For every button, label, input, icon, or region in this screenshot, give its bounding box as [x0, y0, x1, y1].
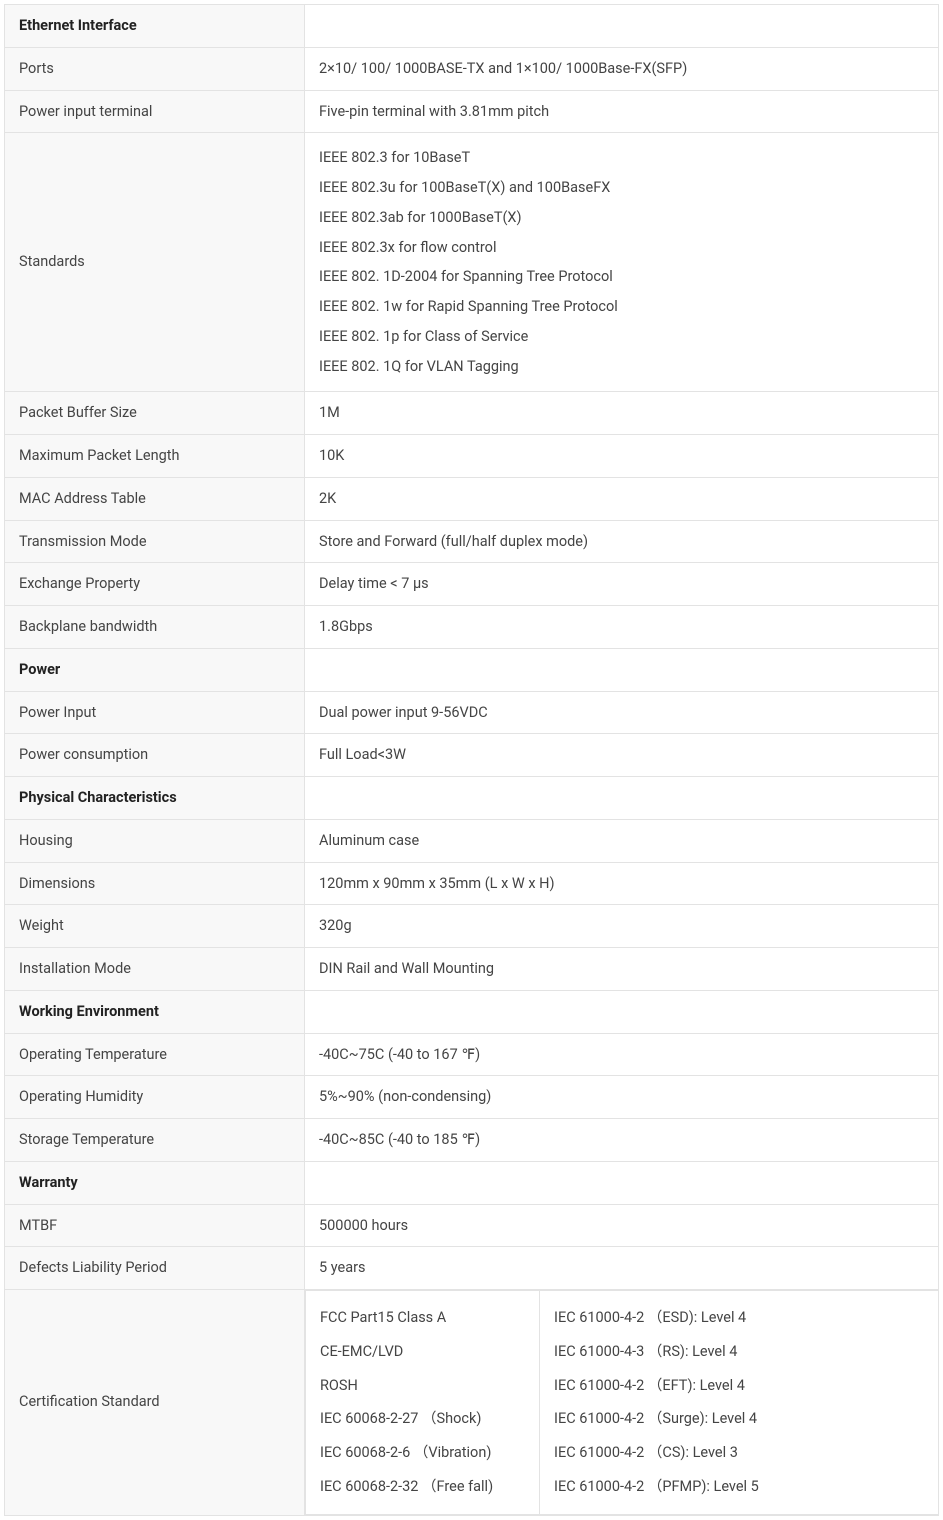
- cert-right-line: IEC 61000-4-2 （PFMP): Level 5: [554, 1470, 924, 1504]
- row-label: Housing: [5, 819, 305, 862]
- table-row: HousingAluminum case: [5, 819, 939, 862]
- row-label: MTBF: [5, 1204, 305, 1247]
- table-row: Dimensions120mm x 90mm x 35mm (L x W x H…: [5, 862, 939, 905]
- row-value: 320g: [305, 905, 939, 948]
- row-value: 1.8Gbps: [305, 606, 939, 649]
- row-label: Weight: [5, 905, 305, 948]
- row-label: Packet Buffer Size: [5, 392, 305, 435]
- cert-left-line: IEC 60068-2-32 （Free fall): [320, 1470, 525, 1504]
- table-row: Storage Temperature-40C~85C (-40 to 185 …: [5, 1119, 939, 1162]
- cert-right-col: IEC 61000-4-2 （ESD): Level 4IEC 61000-4-…: [540, 1291, 938, 1515]
- spec-table: Ethernet InterfacePorts2×10/ 100/ 1000BA…: [4, 4, 939, 1516]
- row-label: Dimensions: [5, 862, 305, 905]
- row-value: 1M: [305, 392, 939, 435]
- row-value: -40C~85C (-40 to 185 ℉): [305, 1119, 939, 1162]
- row-label: Transmission Mode: [5, 520, 305, 563]
- cert-right-line: IEC 61000-4-2 （CS): Level 3: [554, 1436, 924, 1470]
- table-row: Certification StandardFCC Part15 Class A…: [5, 1290, 939, 1516]
- row-value: Five-pin terminal with 3.81mm pitch: [305, 90, 939, 133]
- section-header-blank: [305, 777, 939, 820]
- table-row: Installation ModeDIN Rail and Wall Mount…: [5, 948, 939, 991]
- section-header-blank: [305, 990, 939, 1033]
- row-label: Exchange Property: [5, 563, 305, 606]
- cert-left-line: CE-EMC/LVD: [320, 1335, 525, 1369]
- row-value-line: IEEE 802. 1Q for VLAN Tagging: [319, 352, 924, 382]
- row-label: Installation Mode: [5, 948, 305, 991]
- section-header-blank: [305, 5, 939, 48]
- table-row: Defects Liability Period5 years: [5, 1247, 939, 1290]
- row-value-line: IEEE 802. 1D-2004 for Spanning Tree Prot…: [319, 262, 924, 292]
- row-value-line: IEEE 802. 1p for Class of Service: [319, 322, 924, 352]
- row-value-line: IEEE 802.3 for 10BaseT: [319, 143, 924, 173]
- table-row: MAC Address Table2K: [5, 477, 939, 520]
- row-value: 5%~90% (non-condensing): [305, 1076, 939, 1119]
- table-row: Power input terminalFive-pin terminal wi…: [5, 90, 939, 133]
- row-value-line: IEEE 802.3x for flow control: [319, 233, 924, 263]
- section-header: Warranty: [5, 1161, 305, 1204]
- row-value: 5 years: [305, 1247, 939, 1290]
- row-value: DIN Rail and Wall Mounting: [305, 948, 939, 991]
- cert-right-line: IEC 61000-4-2 （ESD): Level 4: [554, 1301, 924, 1335]
- row-value: -40C~75C (-40 to 167 ℉): [305, 1033, 939, 1076]
- table-row: MTBF500000 hours: [5, 1204, 939, 1247]
- table-row: Maximum Packet Length10K: [5, 435, 939, 478]
- row-label: Power consumption: [5, 734, 305, 777]
- table-row: Exchange PropertyDelay time < 7 μs: [5, 563, 939, 606]
- row-label: Certification Standard: [5, 1290, 305, 1516]
- cert-left-line: IEC 60068-2-27 （Shock): [320, 1402, 525, 1436]
- row-value-line: IEEE 802.3ab for 1000BaseT(X): [319, 203, 924, 233]
- cert-left-line: ROSH: [320, 1369, 525, 1403]
- section-header: Physical Characteristics: [5, 777, 305, 820]
- table-row: Power InputDual power input 9-56VDC: [5, 691, 939, 734]
- row-value: Aluminum case: [305, 819, 939, 862]
- table-row: StandardsIEEE 802.3 for 10BaseTIEEE 802.…: [5, 133, 939, 392]
- row-label: Standards: [5, 133, 305, 392]
- table-row: Weight320g: [5, 905, 939, 948]
- row-label: Power input terminal: [5, 90, 305, 133]
- row-label: Maximum Packet Length: [5, 435, 305, 478]
- row-label: Defects Liability Period: [5, 1247, 305, 1290]
- row-value: Full Load<3W: [305, 734, 939, 777]
- table-row: Transmission ModeStore and Forward (full…: [5, 520, 939, 563]
- row-value: IEEE 802.3 for 10BaseTIEEE 802.3u for 10…: [305, 133, 939, 392]
- row-value-line: IEEE 802. 1w for Rapid Spanning Tree Pro…: [319, 292, 924, 322]
- row-value: FCC Part15 Class ACE-EMC/LVDROSHIEC 6006…: [305, 1290, 939, 1516]
- row-label: Operating Temperature: [5, 1033, 305, 1076]
- row-value: Store and Forward (full/half duplex mode…: [305, 520, 939, 563]
- table-row: Operating Temperature-40C~75C (-40 to 16…: [5, 1033, 939, 1076]
- section-header-blank: [305, 1161, 939, 1204]
- row-value: 500000 hours: [305, 1204, 939, 1247]
- table-row: Power consumptionFull Load<3W: [5, 734, 939, 777]
- row-label: MAC Address Table: [5, 477, 305, 520]
- row-label: Backplane bandwidth: [5, 606, 305, 649]
- cert-left-line: IEC 60068-2-6 （Vibration): [320, 1436, 525, 1470]
- row-value: 120mm x 90mm x 35mm (L x W x H): [305, 862, 939, 905]
- table-row: Backplane bandwidth1.8Gbps: [5, 606, 939, 649]
- cert-left-line: FCC Part15 Class A: [320, 1301, 525, 1335]
- row-label: Ports: [5, 47, 305, 90]
- table-row: Ports2×10/ 100/ 1000BASE-TX and 1×100/ 1…: [5, 47, 939, 90]
- row-value: 2K: [305, 477, 939, 520]
- cert-right-line: IEC 61000-4-3 （RS): Level 4: [554, 1335, 924, 1369]
- table-row: Operating Humidity5%~90% (non-condensing…: [5, 1076, 939, 1119]
- row-value: Dual power input 9-56VDC: [305, 691, 939, 734]
- row-label: Operating Humidity: [5, 1076, 305, 1119]
- section-header-blank: [305, 648, 939, 691]
- cert-left-col: FCC Part15 Class ACE-EMC/LVDROSHIEC 6006…: [306, 1291, 540, 1515]
- row-label: Storage Temperature: [5, 1119, 305, 1162]
- row-label: Power Input: [5, 691, 305, 734]
- section-header: Power: [5, 648, 305, 691]
- row-value: 2×10/ 100/ 1000BASE-TX and 1×100/ 1000Ba…: [305, 47, 939, 90]
- cert-right-line: IEC 61000-4-2 （Surge): Level 4: [554, 1402, 924, 1436]
- section-header: Working Environment: [5, 990, 305, 1033]
- row-value: 10K: [305, 435, 939, 478]
- row-value-line: IEEE 802.3u for 100BaseT(X) and 100BaseF…: [319, 173, 924, 203]
- cert-right-line: IEC 61000-4-2 （EFT): Level 4: [554, 1369, 924, 1403]
- table-row: Packet Buffer Size1M: [5, 392, 939, 435]
- section-header: Ethernet Interface: [5, 5, 305, 48]
- row-value: Delay time < 7 μs: [305, 563, 939, 606]
